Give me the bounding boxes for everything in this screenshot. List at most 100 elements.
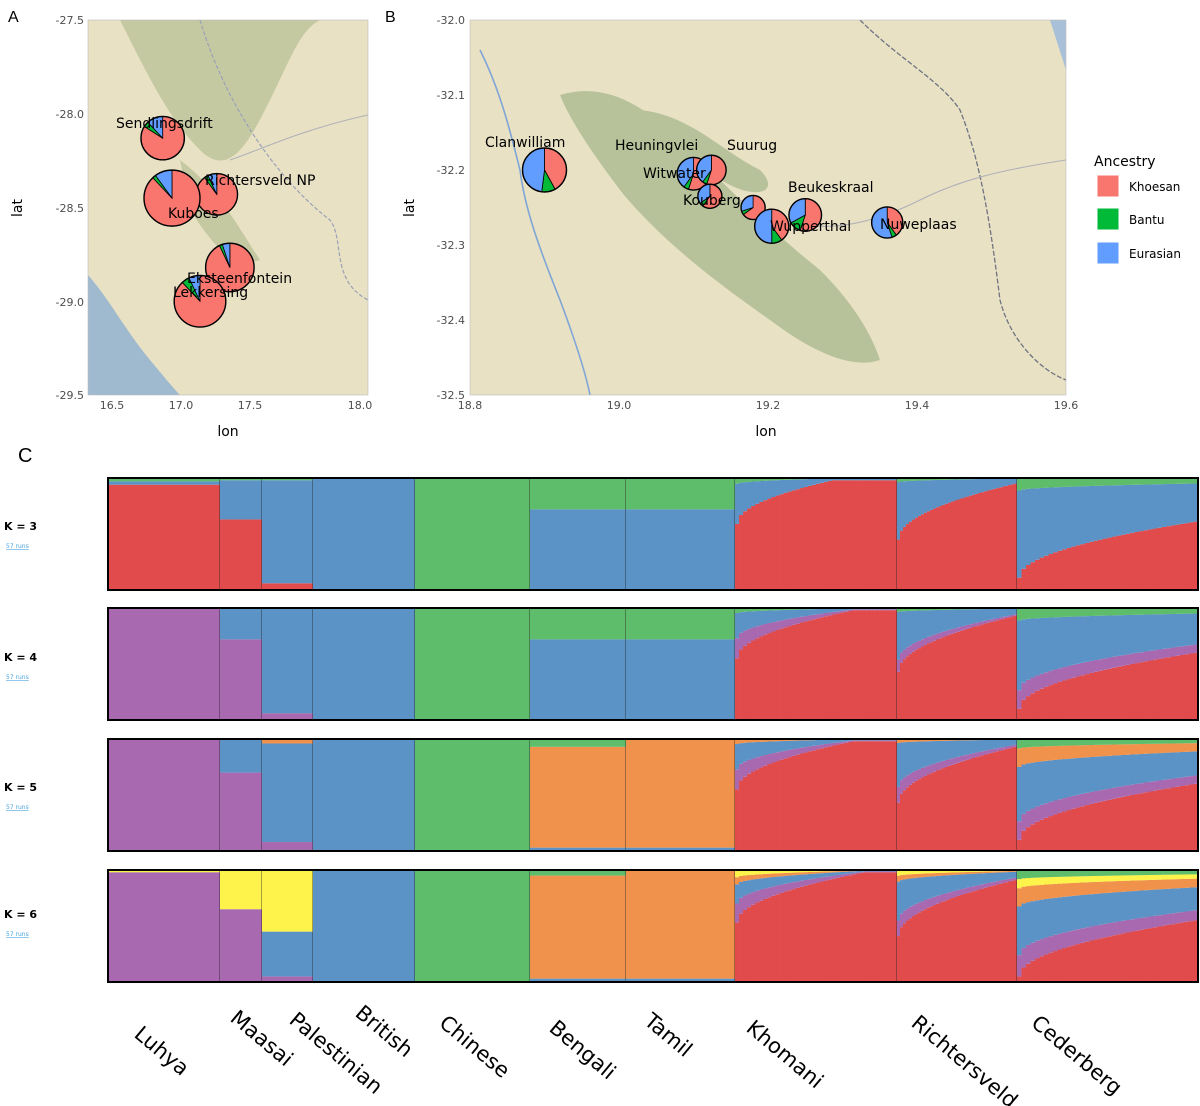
admixture-strip-blue (1057, 759, 1063, 800)
admixture-strip-red (1035, 690, 1041, 720)
admixture-strip-purple (1026, 679, 1031, 697)
admixture-block-bengali (530, 608, 626, 720)
admixture-strip-blue (779, 741, 784, 752)
admixture-strip-orange (903, 874, 907, 880)
admixture-strip-green (1071, 608, 1077, 617)
admixture-strip-blue (1066, 896, 1072, 932)
admixture-strip-purple (747, 893, 752, 908)
admixture-strip-blue (755, 611, 760, 627)
admixture-strip-purple (848, 609, 853, 611)
admixture-strip-blue (1002, 872, 1006, 880)
admixture-strip-orange (1053, 745, 1059, 760)
admixture-strip-red (1093, 939, 1099, 982)
admixture-strip-red (747, 642, 752, 720)
admixture-segment-blue (220, 739, 262, 773)
admixture-strip-red (803, 486, 809, 590)
admixture-strip-blue (984, 478, 988, 492)
admixture-strip-orange (1011, 870, 1015, 872)
admixture-strip-yellow (1148, 874, 1154, 880)
admixture-strip-orange (1066, 883, 1072, 897)
admixture-strip-red (1057, 812, 1063, 851)
admixture-strip-yellow (915, 870, 919, 874)
admixture-strip-blue (759, 878, 764, 890)
admixture-segment-blue (313, 870, 415, 982)
admixture-strip-blue (966, 874, 970, 888)
admixture-segment-green (415, 608, 530, 720)
admixture-strip-blue (1014, 608, 1018, 615)
admixture-strip-blue (1053, 759, 1059, 801)
admixture-strip-purple (966, 754, 970, 760)
admixture-strip-green (903, 478, 907, 482)
admixture-strip-purple (972, 886, 976, 892)
map-a-site-labels: Sendlingsdrift Richtersveld NP Kuboes Ek… (116, 116, 315, 301)
admixture-strip-red (1125, 664, 1131, 720)
admixture-strip-blue (1134, 754, 1140, 784)
admixture-strip-orange (775, 739, 780, 742)
admixture-strip-red (993, 752, 997, 851)
admixture-strip-red (1053, 951, 1059, 982)
admixture-strip-blue (1193, 613, 1199, 645)
admixture-strip-red (864, 741, 870, 851)
admixture-strip-yellow (1134, 875, 1140, 881)
admixture-strip-blue (1008, 478, 1012, 486)
admixture-strip-green (1175, 870, 1181, 875)
admixture-row-frame (107, 607, 1199, 721)
admixture-strip-purple (903, 910, 907, 924)
admixture-strip-blue (1166, 752, 1172, 780)
admixture-strip-blue (1005, 872, 1009, 880)
admixture-strip-green (1170, 739, 1176, 744)
admixture-strip-red (1084, 542, 1090, 590)
admixture-strip-red (1008, 617, 1012, 720)
admixture-strip-purple (1166, 913, 1172, 925)
admixture-strip-purple (803, 747, 809, 753)
admixture-strip-red (963, 894, 967, 982)
admixture-strip-blue (897, 482, 901, 540)
admixture-strip-red (978, 756, 982, 851)
admixture-block-chinese (415, 739, 530, 851)
admixture-strip-blue (969, 479, 973, 496)
admixture-strip-red (1089, 803, 1095, 851)
admixture-strip-red (848, 480, 853, 590)
admixture-strip-red (942, 768, 946, 851)
admixture-strip-purple (864, 871, 870, 873)
admixture-strip-purple (1062, 798, 1068, 812)
admixture-strip-green (1107, 478, 1113, 486)
admixture-strip-blue (763, 741, 768, 756)
admixture-strip-blue (1121, 755, 1126, 787)
admixture-strip-red (1170, 525, 1176, 590)
admixture-strip-purple (1057, 668, 1063, 682)
admixture-segment-green (626, 478, 735, 510)
admixture-strip-purple (1184, 645, 1190, 655)
pie-wupperthal (753, 208, 790, 244)
admixture-strip-green (1044, 478, 1050, 488)
admixture-strip-orange (771, 873, 776, 878)
admixture-strip-blue (783, 740, 789, 751)
admixture-segment-blue (220, 480, 262, 520)
admixture-strip-green (771, 478, 776, 481)
pop-label-chinese: Chinese (435, 1010, 515, 1082)
admixture-strip-purple (1011, 614, 1015, 617)
admixture-strip-blue (1053, 617, 1059, 670)
admixture-strip-red (1017, 976, 1022, 982)
admixture-strip-purple (1175, 646, 1181, 656)
admixture-strip-blue (832, 608, 837, 612)
admixture-strip-red (1139, 793, 1145, 851)
admixture-strip-green (930, 478, 934, 481)
admixture-strip-purple (832, 742, 837, 746)
k6-runs: 57 runs (6, 931, 29, 938)
admixture-block-cederberg (1017, 478, 1199, 590)
admixture-strip-green (1039, 478, 1045, 488)
admixture-strip-orange (1157, 743, 1163, 754)
admixture-block-richtersveld (897, 478, 1018, 590)
admixture-strip-green (747, 478, 752, 482)
admixture-strip-red (860, 480, 865, 590)
admixture-strip-red (1084, 805, 1090, 851)
admixture-strip-purple (1005, 879, 1009, 883)
admixture-strip-red (924, 909, 928, 982)
admixture-strip-orange (996, 871, 1000, 873)
admixture-strip-blue (1053, 487, 1059, 553)
admixture-strip-green (735, 608, 740, 614)
admixture-strip-red (799, 488, 805, 590)
admixture-strip-green (1152, 870, 1158, 875)
admixture-strip-red (1130, 794, 1136, 851)
